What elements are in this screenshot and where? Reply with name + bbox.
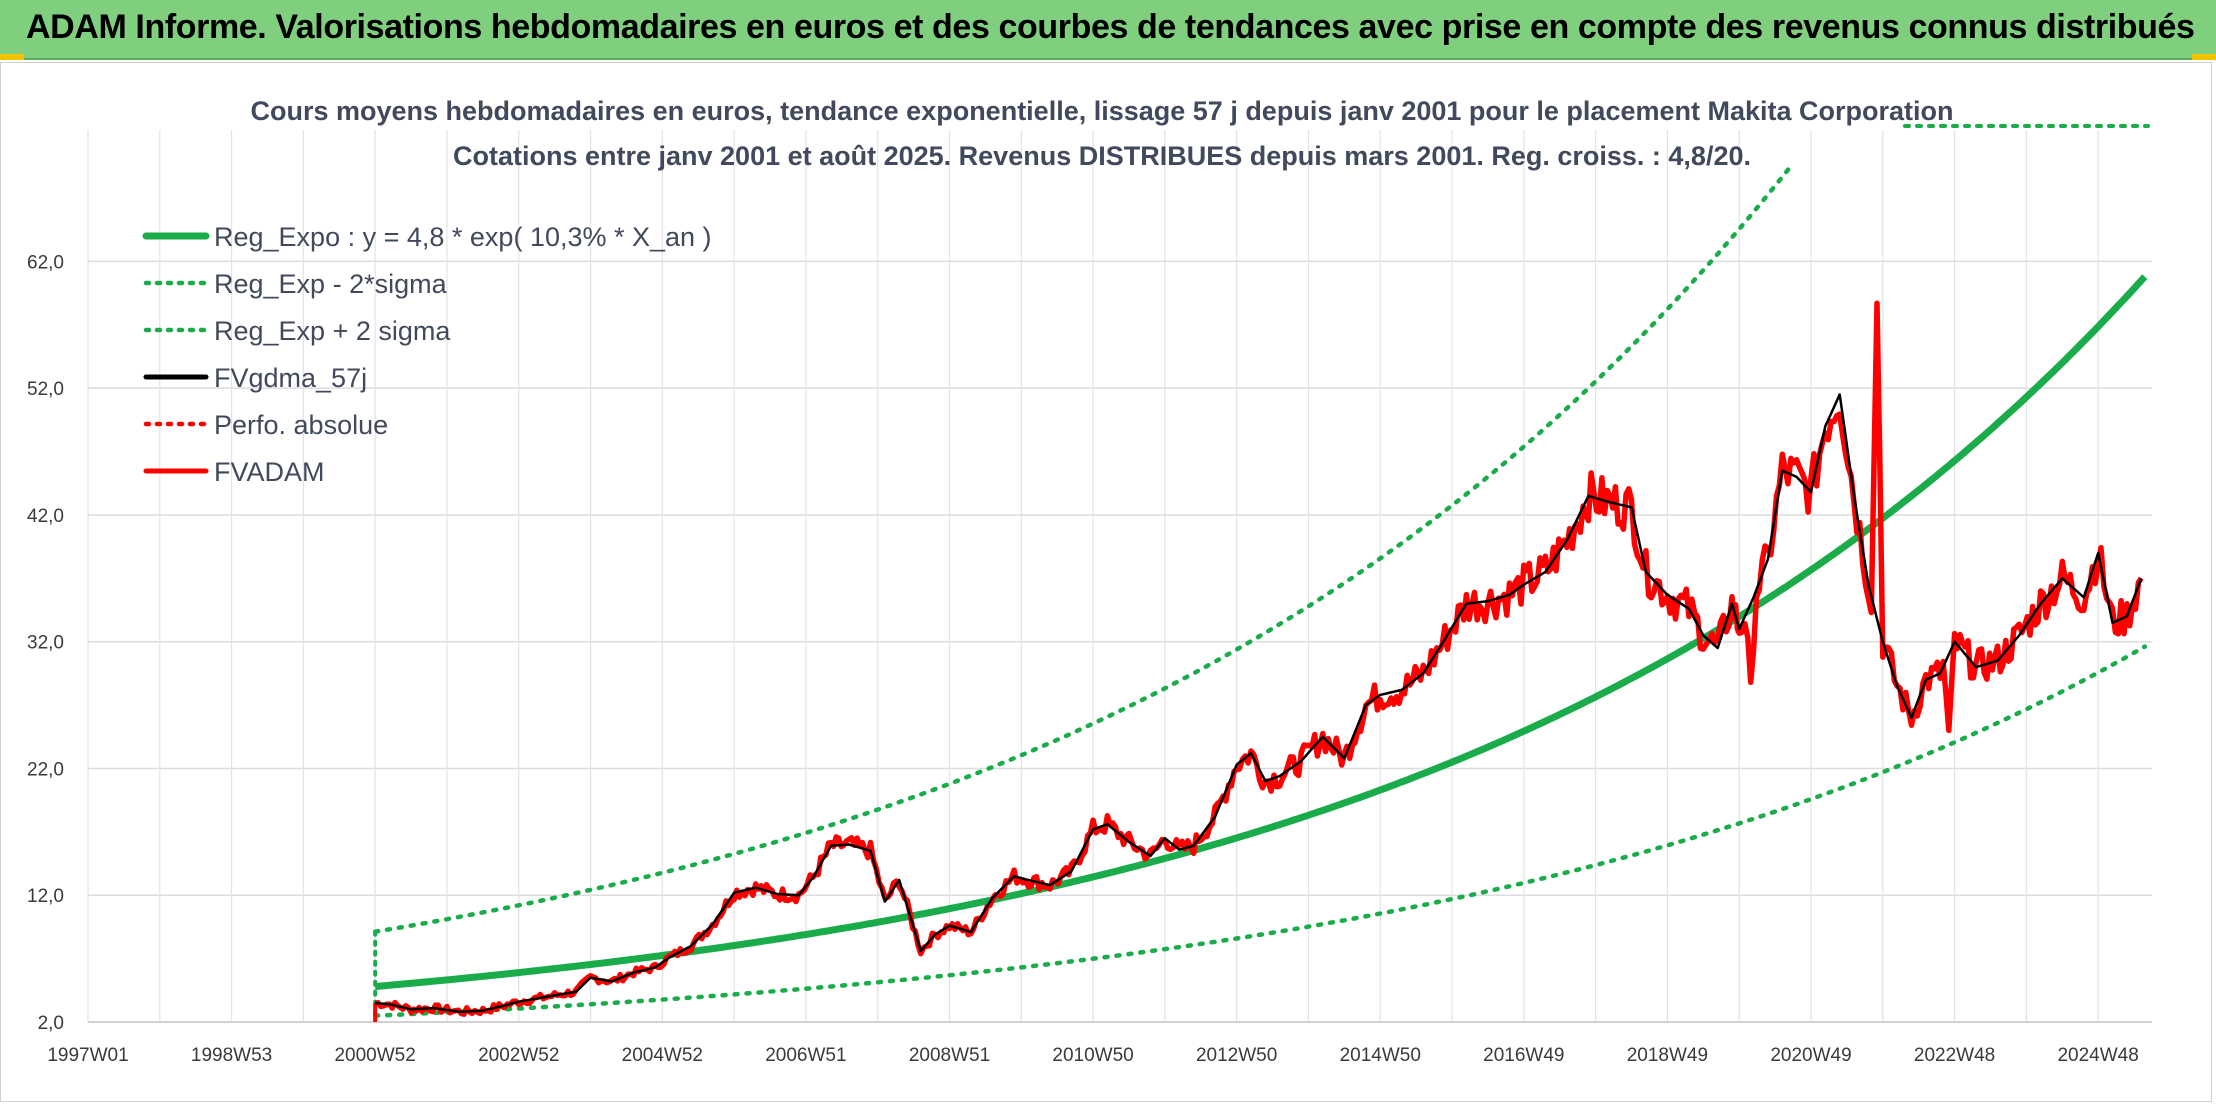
report-title: ADAM Informe. Valorisations hebdomadaire… [26,8,2195,46]
corner-mark-top-right [2192,54,2216,60]
y-tick-label-4: 42,0 [27,506,64,527]
upper-band-line [372,161,1796,934]
x-tick-label-0: 1997W01 [47,1045,128,1066]
report-banner: ADAM Informe. Valorisations hebdomadaire… [0,0,2216,60]
legend-label-moving_average: FVgdma_57j [214,363,367,393]
x-tick-label-1: 1998W53 [191,1045,272,1066]
price-line-fvadam [374,300,2144,1017]
chart-title-line1: Cours moyens hebdomadaires en euros, ten… [250,96,1953,126]
y-tick-label-0: 2,0 [38,1013,64,1034]
chart-series [372,161,2148,1022]
legend-label-absolute_perf: Perfo. absolue [214,410,388,440]
x-tick-label-5: 2006W51 [765,1045,846,1066]
x-tick-label-3: 2002W52 [478,1045,559,1066]
y-tick-label-3: 32,0 [27,633,64,654]
legend-label-upper_band: Reg_Exp + 2 sigma [214,316,451,346]
x-tick-label-14: 2024W48 [2057,1045,2138,1066]
chart-frame [0,62,2212,1102]
x-tick-label-10: 2016W49 [1483,1045,1564,1066]
x-tick-label-13: 2022W48 [1914,1045,1995,1066]
lower-band-line [372,644,2148,1018]
corner-mark-top-left [0,54,24,60]
y-tick-label-2: 22,0 [27,759,64,780]
x-tick-label-9: 2014W50 [1340,1045,1421,1066]
y-tick-label-6: 62,0 [27,252,64,273]
x-tick-label-7: 2010W50 [1052,1045,1133,1066]
chart-grid [87,130,2152,1023]
y-tick-label-1: 12,0 [27,886,64,907]
x-tick-label-8: 2012W50 [1196,1045,1277,1066]
y-tick-label-5: 52,0 [27,379,64,400]
legend-label-lower_band: Reg_Exp - 2*sigma [214,269,448,299]
legend-label-regression: Reg_Expo : y = 4,8 * exp( 10,3% * X_an ) [214,222,712,252]
moving-average-line [375,393,2143,1014]
x-tick-label-12: 2020W49 [1770,1045,1851,1066]
chart-legend: Reg_Expo : y = 4,8 * exp( 10,3% * X_an )… [142,222,712,487]
x-tick-label-2: 2000W52 [334,1045,415,1066]
x-tick-label-6: 2008W51 [909,1045,990,1066]
x-axis-ticks: 1997W01 1998W53 2000W52 2002W52 2004W52 2006W… [47,1045,2139,1066]
x-tick-label-11: 2018W49 [1627,1045,1708,1066]
y-axis-ticks: 2,0 12,0 22,0 32,0 42,0 52,0 62,0 [27,252,64,1034]
x-tick-label-4: 2004W52 [622,1045,703,1066]
legend-label-price: FVADAM [214,457,325,487]
chart-title-line2: Cotations entre janv 2001 et août 2025. … [453,141,1751,171]
